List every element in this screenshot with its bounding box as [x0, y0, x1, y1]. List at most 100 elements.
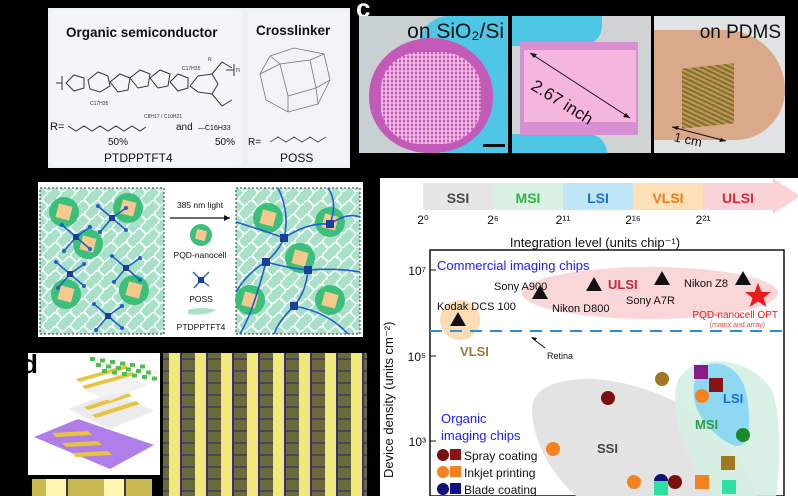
- c17-label-bottom: C17H35: [90, 101, 109, 107]
- integration-density-chart: SSI MSI LSI VLSI ULSI 2⁰ 2⁶ 2¹¹ 2¹⁶ 2²¹ Integrat…: [381, 178, 798, 496]
- crosslinking-schematic: 385 nm light PQD-nanocell POSS PTDPPTFT4: [39, 187, 361, 335]
- commercial-chip-label: Nikon Z8: [684, 278, 728, 290]
- glove-top: [512, 16, 602, 46]
- photoactive-pixels: [90, 357, 157, 381]
- pixel-dot: [120, 361, 125, 366]
- percent-right: 50%: [215, 137, 235, 148]
- panel-b-crosslinking-schematic: 385 nm light PQD-nanocell POSS PTDPPTFT4: [38, 182, 363, 337]
- n-substituent-label: R: [208, 57, 212, 63]
- pqd-star-icon: [745, 283, 771, 307]
- polymer-name: PTDPPTFT4: [104, 151, 173, 165]
- pixel-dot: [90, 357, 95, 361]
- crosslinker-name: POSS: [280, 151, 313, 165]
- category-band-ssi: [423, 183, 493, 210]
- organic-title-1: Organic: [441, 411, 487, 426]
- commercial-chip-marker: [532, 285, 548, 299]
- light-label: 385 nm light: [177, 200, 224, 210]
- crosslink-node: [304, 266, 312, 274]
- vlsi-label: VLSI: [460, 344, 489, 359]
- ssi-region-label: SSI: [597, 441, 618, 456]
- commercial-chip-marker: [735, 271, 751, 285]
- commercial-chip-marker: [586, 277, 602, 291]
- x-axis-label: Integration level (units chip⁻¹): [510, 235, 680, 250]
- organic-chip-square-point: [722, 480, 736, 494]
- commercial-chip-label: Sony A7R: [626, 295, 675, 307]
- poss-crosslinker-icon: [92, 302, 124, 332]
- legend-perovskite-core-icon: [194, 228, 208, 242]
- glove-bottom: [512, 134, 607, 153]
- branched-chain-icon: [67, 125, 147, 132]
- category-band-msi: [493, 183, 563, 210]
- legend-polymer-label: PTDPPTFT4: [177, 322, 226, 332]
- crosslinker-r-label: R=: [248, 137, 261, 148]
- perovskite-core-icon: [125, 281, 143, 299]
- organic-chip-square-point: [721, 456, 735, 470]
- pixel-dot: [116, 366, 121, 370]
- legend-poss-icon: [192, 271, 210, 289]
- ulsi-region: [522, 267, 778, 319]
- commercial-chip-label: Kodak DCS 100: [437, 301, 516, 313]
- legend-circle-marker: [437, 483, 449, 495]
- percent-left: 50%: [108, 137, 128, 148]
- pixel-dot: [100, 358, 105, 363]
- perovskite-core-icon: [55, 203, 73, 221]
- legend-label: Spray coating: [464, 449, 537, 463]
- legend-polymer-icon: [188, 308, 216, 315]
- poss-crosslinker-icon: [54, 260, 86, 290]
- chemical-structures-figure: Organic semiconductor Crosslinker R C17H…: [50, 10, 348, 166]
- commercial-title: Commercial imaging chips: [437, 258, 590, 273]
- device-exploded-view: [34, 357, 157, 469]
- category-label-msi: MSI: [516, 190, 541, 206]
- lsi-region-label: LSI: [723, 391, 743, 406]
- semiconductor-title: Organic semiconductor: [66, 25, 218, 40]
- middle-electrodes: [84, 393, 140, 418]
- legend-square-marker: [450, 449, 461, 460]
- micrograph-array: [163, 353, 367, 496]
- c17-label-top: C17H35: [182, 66, 201, 72]
- retina-arrowhead: [531, 337, 537, 341]
- x-tick-label: 2¹¹: [556, 213, 571, 227]
- pixel-dot: [112, 370, 117, 375]
- x-tick-label: 2²¹: [696, 213, 711, 227]
- organic-chip-circle-point: [546, 442, 560, 456]
- panel-e-chart: SSI MSI LSI VLSI ULSI 2⁰ 2⁶ 2¹¹ 2¹⁶ 2²¹ Integrat…: [380, 178, 798, 496]
- pixel-dot: [122, 372, 127, 376]
- organic-chip-circle-point: [695, 389, 709, 403]
- legend-circle-marker: [437, 466, 449, 478]
- crosslink-node: [326, 220, 334, 228]
- y-axis-label: Device density (units cm⁻²): [381, 322, 396, 478]
- category-band-lsi: [563, 183, 633, 210]
- branch-label: C8H17 / C10H21: [144, 114, 182, 120]
- r-label: R=: [50, 121, 64, 133]
- pixel-dot: [130, 363, 135, 367]
- pixel-dot: [102, 369, 107, 373]
- legend-label: Blade coating: [464, 483, 537, 496]
- organic-chip-circle-point: [627, 475, 641, 489]
- diagonal-arrow-icon: [529, 52, 631, 119]
- pixel-dot: [146, 370, 151, 375]
- poss-crosslinker-icon: [110, 254, 142, 284]
- micrograph-zoom: [32, 479, 152, 496]
- perovskite-core-icon: [321, 291, 339, 309]
- organic-chip-square-point: [695, 475, 709, 489]
- pixel-dot: [152, 376, 157, 381]
- scale-arrow-icon: [671, 126, 727, 142]
- legend-square-marker: [450, 466, 461, 477]
- x-tick-label: 2¹⁶: [625, 213, 641, 227]
- y-tick-label: 10⁵: [408, 350, 426, 364]
- crosslink-node: [262, 258, 270, 266]
- organic-chip-square-point: [709, 378, 723, 392]
- photo-wafer-on-sio2: on SiO₂/Si: [359, 16, 508, 153]
- commercial-chip-marker: [654, 271, 670, 285]
- crosslink-node: [280, 234, 288, 242]
- bottom-electrodes: [52, 431, 112, 457]
- pixel-dot: [136, 369, 141, 373]
- acrylate-chain-icon: [269, 136, 327, 143]
- organic-chip-square-point: [694, 365, 708, 379]
- poss-crosslinker-icon: [60, 223, 92, 253]
- pixel-dot: [140, 364, 145, 369]
- polymer-backbone-icon: [56, 61, 235, 107]
- organic-chip-circle-point: [668, 475, 682, 489]
- retina-label: Retina: [547, 351, 573, 361]
- category-label-lsi: LSI: [587, 190, 609, 206]
